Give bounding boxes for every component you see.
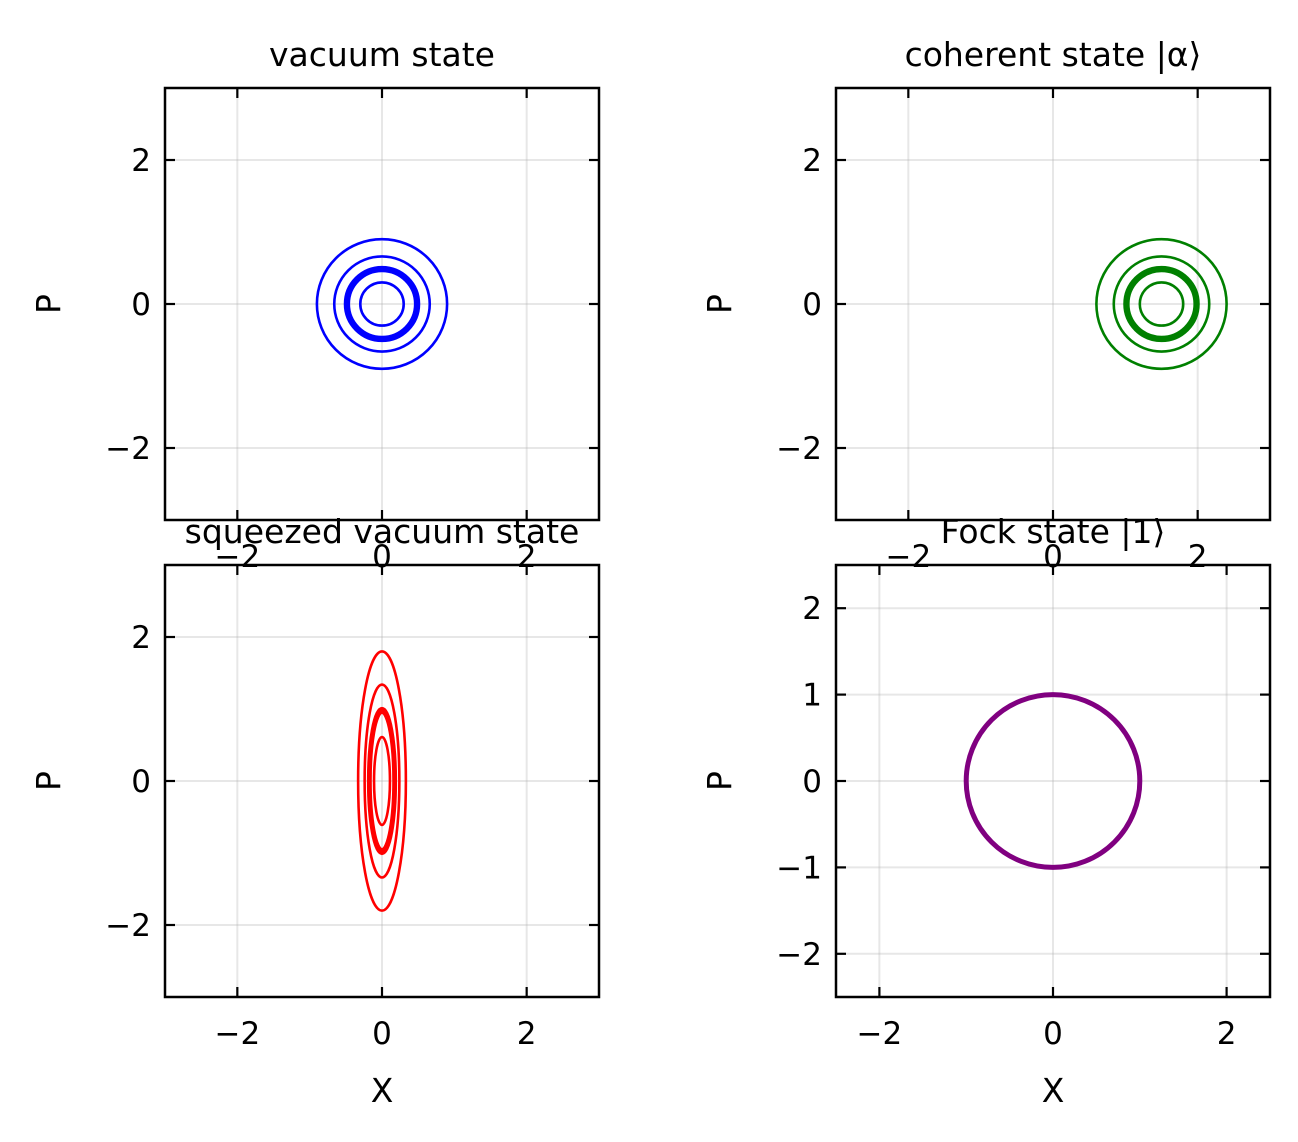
contour-level-3 — [1123, 265, 1200, 343]
y-tick-label: −2 — [105, 431, 151, 467]
panel-title: squeezed vacuum state — [185, 512, 580, 551]
contour-level-5 — [356, 650, 408, 912]
panel-4: −2 0 2 −2 −1 0 1 2 P X Fock state |1⟩ — [700, 512, 1272, 1110]
x-tick-label: 2 — [1217, 1016, 1237, 1052]
contour-level-5 — [315, 237, 449, 371]
x-tick-label: 0 — [372, 1016, 392, 1052]
contour-level-2 — [345, 268, 419, 340]
contour-level-1 — [372, 735, 392, 827]
y-tick-label: 1 — [802, 678, 822, 714]
y-tick-label: 2 — [131, 620, 151, 656]
y-axis-label: P — [700, 294, 739, 314]
contour-level-1 — [963, 692, 1143, 870]
y-tick-label: 2 — [131, 143, 151, 179]
x-axis-label: X — [1042, 1071, 1065, 1110]
contour-group — [1095, 237, 1228, 371]
x-tick-label: −2 — [885, 539, 931, 575]
contour-level-3 — [366, 706, 398, 856]
y-tick-label: 2 — [802, 143, 822, 179]
y-tick-label: 2 — [802, 591, 822, 627]
contour-level-3 — [343, 265, 421, 343]
y-tick-label: −2 — [776, 937, 822, 973]
y-axis-label: P — [700, 771, 739, 791]
contour-group — [356, 650, 408, 912]
x-axis-label: X — [371, 1071, 394, 1110]
x-tick-label: 2 — [517, 1016, 537, 1052]
contour-level-1 — [358, 281, 405, 327]
x-tick-label: −2 — [214, 1016, 260, 1052]
contour-level-4 — [1112, 255, 1211, 353]
y-tick-label: −2 — [776, 431, 822, 467]
panel-title: vacuum state — [269, 35, 495, 74]
contour-level-5 — [1095, 237, 1228, 371]
y-tick-label: −1 — [776, 850, 822, 886]
contour-group — [315, 237, 449, 371]
panel-title: Fock state |1⟩ — [941, 512, 1166, 551]
x-tick-label: 0 — [1043, 1016, 1063, 1052]
contour-group — [963, 692, 1143, 870]
x-tick-label: −2 — [857, 1016, 903, 1052]
panel-title: coherent state |α⟩ — [905, 35, 1202, 74]
contour-level-2 — [1125, 268, 1198, 340]
contour-level-4 — [363, 683, 401, 879]
y-tick-label: 0 — [131, 287, 151, 323]
y-axis-label: P — [29, 294, 68, 314]
y-tick-label: 0 — [802, 287, 822, 323]
y-tick-label: −2 — [105, 908, 151, 944]
contour-level-4 — [332, 255, 432, 353]
y-tick-label: 0 — [131, 764, 151, 800]
contour-level-1 — [1138, 281, 1185, 327]
x-tick-label: 2 — [1188, 539, 1208, 575]
y-tick-label: 0 — [802, 764, 822, 800]
y-axis-label: P — [29, 771, 68, 791]
